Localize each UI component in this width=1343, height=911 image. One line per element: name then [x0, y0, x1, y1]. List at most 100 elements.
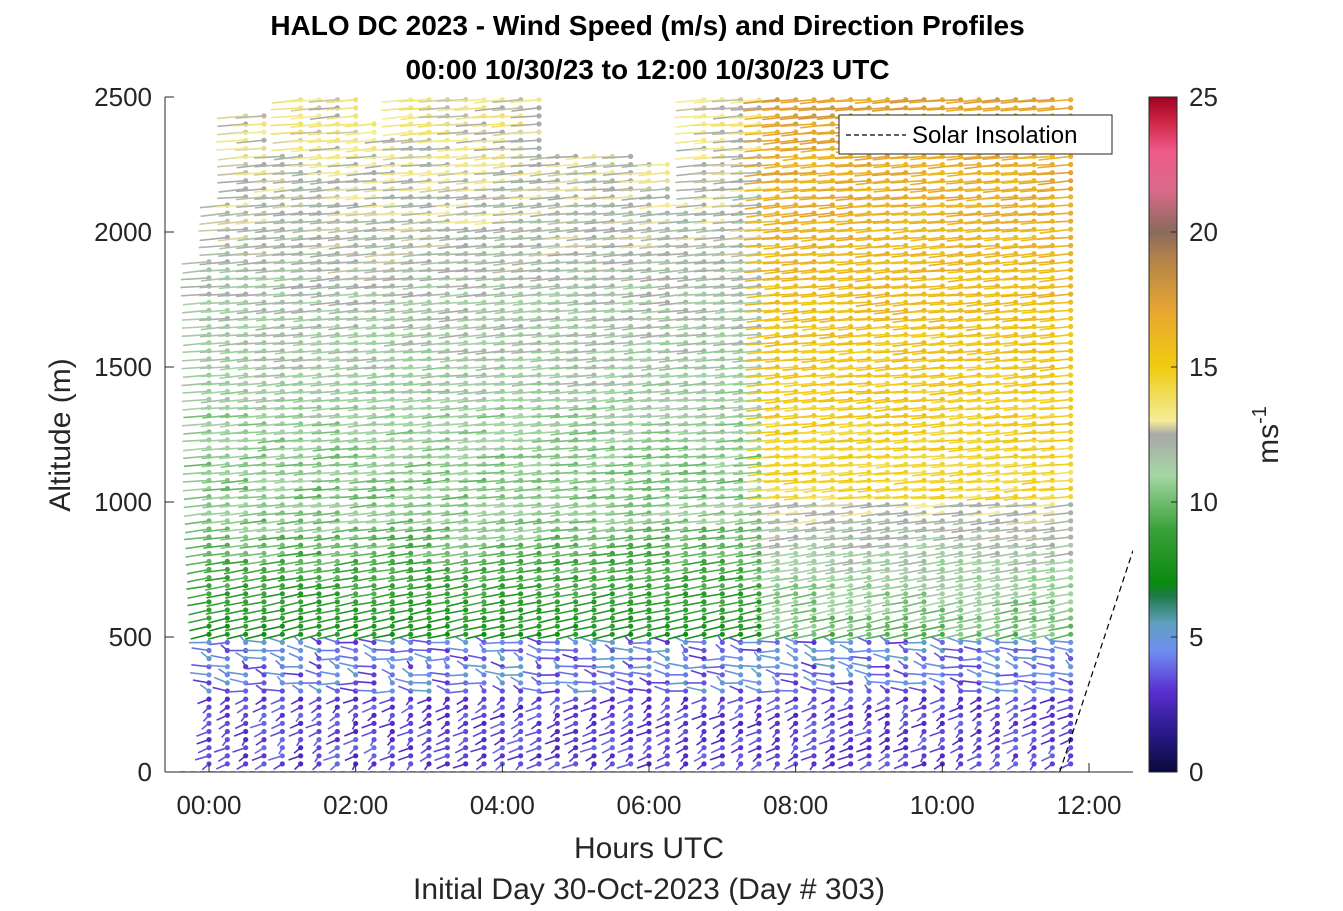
- wind-barb-point: [499, 656, 505, 662]
- wind-barb-line: [329, 471, 356, 476]
- wind-barb-point: [334, 583, 340, 589]
- wind-barb-line: [382, 131, 411, 137]
- wind-barb-line: [327, 163, 356, 168]
- wind-barb-point: [499, 712, 505, 718]
- wind-barb-point: [554, 591, 560, 597]
- wind-barb-line: [319, 671, 338, 676]
- wind-barb-line: [259, 560, 283, 566]
- wind-barb-point: [573, 631, 579, 637]
- wind-barb-point: [463, 728, 469, 735]
- wind-barb-point: [756, 712, 762, 718]
- wind-barb-line: [365, 220, 393, 226]
- wind-barb-line: [219, 495, 246, 500]
- wind-barb-line: [364, 188, 393, 193]
- wind-barb-line: [346, 366, 375, 371]
- wind-barb-point: [279, 558, 285, 565]
- wind-barb-line: [315, 584, 338, 590]
- wind-barb-point: [353, 672, 359, 678]
- wind-barb-line: [294, 495, 320, 500]
- wind-barb-point: [206, 753, 212, 759]
- wind-barb-line: [349, 495, 375, 500]
- wind-barb-line: [183, 455, 210, 460]
- wind-barb-point: [719, 161, 725, 168]
- wind-barb-point: [426, 712, 432, 718]
- wind-barb-line: [330, 512, 356, 517]
- wind-barb-point: [371, 461, 377, 467]
- wind-barb-line: [575, 665, 595, 668]
- wind-barb-line: [382, 179, 411, 184]
- wind-barb-line: [254, 350, 283, 354]
- wind-barb-line: [668, 662, 686, 668]
- wind-barb-point: [701, 664, 707, 670]
- wind-barb-line: [183, 431, 210, 435]
- wind-barb-line: [209, 641, 228, 646]
- wind-barb-point: [261, 566, 267, 573]
- wind-barb-point: [554, 761, 560, 767]
- wind-barb-point: [536, 145, 542, 151]
- wind-barb-line: [292, 374, 320, 379]
- wind-barb-line: [246, 665, 265, 670]
- wind-barb-point: [701, 688, 707, 694]
- wind-barb-point: [701, 728, 707, 735]
- wind-barb-point: [371, 712, 377, 718]
- wind-barb-line: [217, 123, 246, 128]
- wind-barb-line: [258, 536, 283, 541]
- wind-barb-point: [536, 720, 542, 727]
- wind-barb-line: [366, 463, 393, 469]
- wind-barb-line: [203, 544, 228, 549]
- wind-barb-point: [261, 680, 267, 686]
- wind-barb-line: [253, 179, 283, 184]
- wind-barb-line: [355, 689, 375, 692]
- wind-barb-line: [219, 471, 246, 476]
- wind-barb-point: [371, 607, 377, 613]
- wind-barb-point: [298, 728, 304, 735]
- wind-barb-line: [239, 560, 265, 566]
- wind-barb-point: [536, 664, 542, 670]
- wind-barb-line: [347, 431, 375, 436]
- wind-barb-line: [348, 487, 375, 492]
- wind-barb-point: [408, 631, 414, 637]
- wind-barb-line: [385, 431, 411, 436]
- wind-barb-line: [402, 414, 430, 420]
- wind-barb-line: [401, 333, 430, 339]
- wind-barb-line: [402, 487, 430, 492]
- wind-barb-point: [261, 307, 267, 313]
- wind-barb-line: [283, 672, 301, 676]
- wind-barb-line: [254, 358, 283, 362]
- wind-barb-point: [408, 639, 414, 646]
- wind-barb-point: [243, 129, 249, 135]
- wind-barb-point: [628, 704, 634, 710]
- wind-barb-line: [592, 657, 613, 661]
- wind-barb-line: [465, 682, 485, 685]
- wind-barb-point: [646, 575, 652, 581]
- wind-barb-point: [738, 647, 744, 654]
- wind-barb-point: [536, 623, 542, 629]
- wind-barb-line: [289, 139, 320, 143]
- wind-barb-line: [311, 406, 338, 412]
- wind-barb-line: [311, 479, 338, 483]
- wind-barb-line: [237, 366, 265, 371]
- wind-barb-line: [221, 552, 246, 558]
- wind-barb-point: [609, 599, 615, 605]
- wind-barb-point: [463, 566, 469, 573]
- wind-barb-point: [261, 575, 267, 581]
- wind-barb-point: [261, 656, 267, 662]
- wind-barb-line: [383, 358, 411, 362]
- wind-barb-point: [316, 404, 322, 411]
- wind-barb-point: [499, 720, 505, 727]
- wind-barb-point: [738, 607, 744, 613]
- wind-barb-line: [181, 317, 210, 321]
- wind-barb-line: [290, 107, 320, 112]
- wind-barb-point: [518, 672, 524, 678]
- wind-barb-line: [315, 576, 338, 583]
- wind-barb-line: [310, 285, 338, 290]
- wind-barb-point: [609, 737, 615, 743]
- wind-barb-line: [372, 633, 393, 640]
- wind-barb-line: [235, 269, 265, 273]
- wind-barb-line: [274, 374, 301, 379]
- wind-barb-point: [518, 712, 524, 718]
- wind-barb-point: [298, 647, 304, 654]
- wind-barb-line: [310, 471, 338, 475]
- wind-barb-line: [308, 107, 338, 111]
- wind-barb-point: [664, 631, 670, 637]
